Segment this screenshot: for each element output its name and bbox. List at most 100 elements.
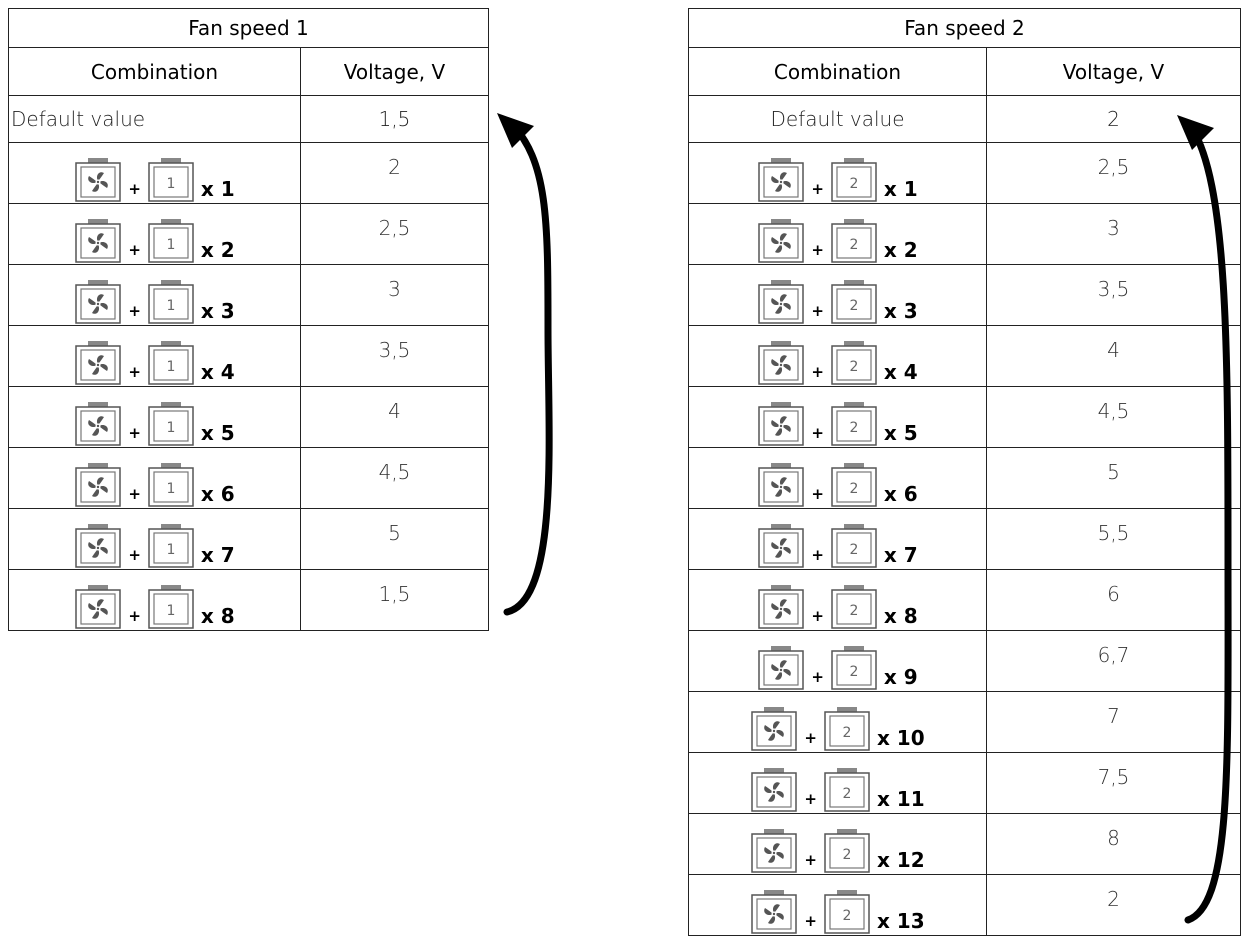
fan-button-icon (75, 524, 122, 568)
plus-sign: + (128, 607, 141, 625)
table-title: Fan speed 1 (8, 8, 489, 48)
voltage-value: 2,5 (378, 216, 411, 240)
press-count: x 1 (883, 177, 918, 201)
voltage-value: 2 (1107, 887, 1120, 911)
voltage-cell: 5 (986, 447, 1241, 509)
table-row: +2 x 5 4,5 (688, 386, 1241, 448)
fan-speed-2-table: Fan speed 2 Combination Voltage, V Defau… (688, 8, 1241, 936)
plus-sign: + (128, 424, 141, 442)
combination-cell: +1 x 8 (8, 569, 301, 631)
fan-button-icon (758, 402, 805, 446)
button-number-label: 1 (166, 237, 175, 253)
button-number-label: 1 (166, 603, 175, 619)
combination-cell: +1 x 6 (8, 447, 301, 509)
voltage-cell: 2,5 (986, 142, 1241, 204)
table-row: +2 x 11 7,5 (688, 752, 1241, 814)
number-button-icon: 2 (824, 890, 870, 934)
table-row: +2 x 12 8 (688, 813, 1241, 875)
plus-sign: + (811, 668, 824, 686)
plus-sign: + (811, 302, 824, 320)
combination-cell: +2 x 2 (688, 203, 987, 265)
press-count: x 7 (883, 543, 918, 567)
table-row: +1 x 5 4 (8, 386, 489, 448)
default-value-label: Default value (688, 95, 987, 143)
table-row: +2 x 2 3 (688, 203, 1241, 265)
plus-sign: + (811, 546, 824, 564)
cycle-arrow-icon (497, 113, 553, 616)
number-button-icon: 1 (148, 524, 194, 568)
voltage-value: 4 (1107, 338, 1120, 362)
table-row: +2 x 8 6 (688, 569, 1241, 631)
button-number-label: 1 (166, 359, 175, 375)
voltage-cell: 4 (300, 386, 489, 448)
fan-speed-1-table: Fan speed 1 Combination Voltage, V Defau… (8, 8, 489, 631)
fan-button-icon (751, 707, 798, 751)
voltage-value: 3 (388, 277, 401, 301)
fan-button-icon (758, 463, 805, 507)
voltage-cell: 2,5 (300, 203, 489, 265)
button-number-label: 1 (166, 176, 175, 192)
press-count: x 1 (200, 177, 235, 201)
fan-button-icon (751, 768, 798, 812)
button-number-label: 2 (842, 725, 851, 741)
button-number-label: 2 (842, 847, 851, 863)
combination-cell: +2 x 11 (688, 752, 987, 814)
table-row: +2 x 3 3,5 (688, 264, 1241, 326)
voltage-cell: 2 (300, 142, 489, 204)
button-number-label: 2 (849, 298, 858, 314)
voltage-value: 2,5 (1097, 155, 1130, 179)
number-button-icon: 2 (831, 341, 877, 385)
number-button-icon: 1 (148, 341, 194, 385)
voltage-cell: 6,7 (986, 630, 1241, 692)
number-button-icon: 1 (148, 158, 194, 202)
voltage-value: 3,5 (378, 338, 411, 362)
table-title: Fan speed 2 (688, 8, 1241, 48)
voltage-value: 5 (1107, 460, 1120, 484)
combination-cell: +1 x 1 (8, 142, 301, 204)
voltage-value: 4,5 (1097, 399, 1130, 423)
fan-button-icon (75, 341, 122, 385)
press-count: x 8 (883, 604, 918, 628)
button-number-label: 1 (166, 542, 175, 558)
press-count: x 9 (883, 665, 918, 689)
voltage-cell: 6 (986, 569, 1241, 631)
plus-sign: + (811, 485, 824, 503)
voltage-value: 2 (388, 155, 401, 179)
voltage-value: 4 (388, 399, 401, 423)
voltage-cell: 8 (986, 813, 1241, 875)
number-button-icon: 2 (831, 280, 877, 324)
voltage-value: 7,5 (1097, 765, 1130, 789)
voltage-value: 8 (1107, 826, 1120, 850)
press-count: x 11 (876, 787, 925, 811)
combination-cell: +1 x 2 (8, 203, 301, 265)
number-button-icon: 2 (824, 768, 870, 812)
combination-cell: +2 x 10 (688, 691, 987, 753)
plus-sign: + (811, 241, 824, 259)
button-number-label: 2 (842, 908, 851, 924)
number-button-icon: 2 (831, 524, 877, 568)
voltage-value: 5 (388, 521, 401, 545)
voltage-cell: 4,5 (300, 447, 489, 509)
number-button-icon: 1 (148, 585, 194, 629)
fan-button-icon (758, 280, 805, 324)
number-button-icon: 1 (148, 463, 194, 507)
number-button-icon: 2 (831, 402, 877, 446)
number-button-icon: 2 (831, 463, 877, 507)
press-count: x 5 (883, 421, 918, 445)
plus-sign: + (128, 546, 141, 564)
fan-button-icon (758, 646, 805, 690)
combination-cell: +2 x 9 (688, 630, 987, 692)
number-button-icon: 1 (148, 280, 194, 324)
button-number-label: 2 (849, 420, 858, 436)
voltage-cell: 5 (300, 508, 489, 570)
combination-cell: +2 x 8 (688, 569, 987, 631)
press-count: x 4 (883, 360, 918, 384)
fan-button-icon (75, 402, 122, 446)
voltage-value: 6 (1107, 582, 1120, 606)
table-row: +1 x 2 2,5 (8, 203, 489, 265)
combination-cell: +2 x 6 (688, 447, 987, 509)
voltage-value: 7 (1107, 704, 1120, 728)
fan-button-icon (75, 463, 122, 507)
fan-button-icon (758, 341, 805, 385)
